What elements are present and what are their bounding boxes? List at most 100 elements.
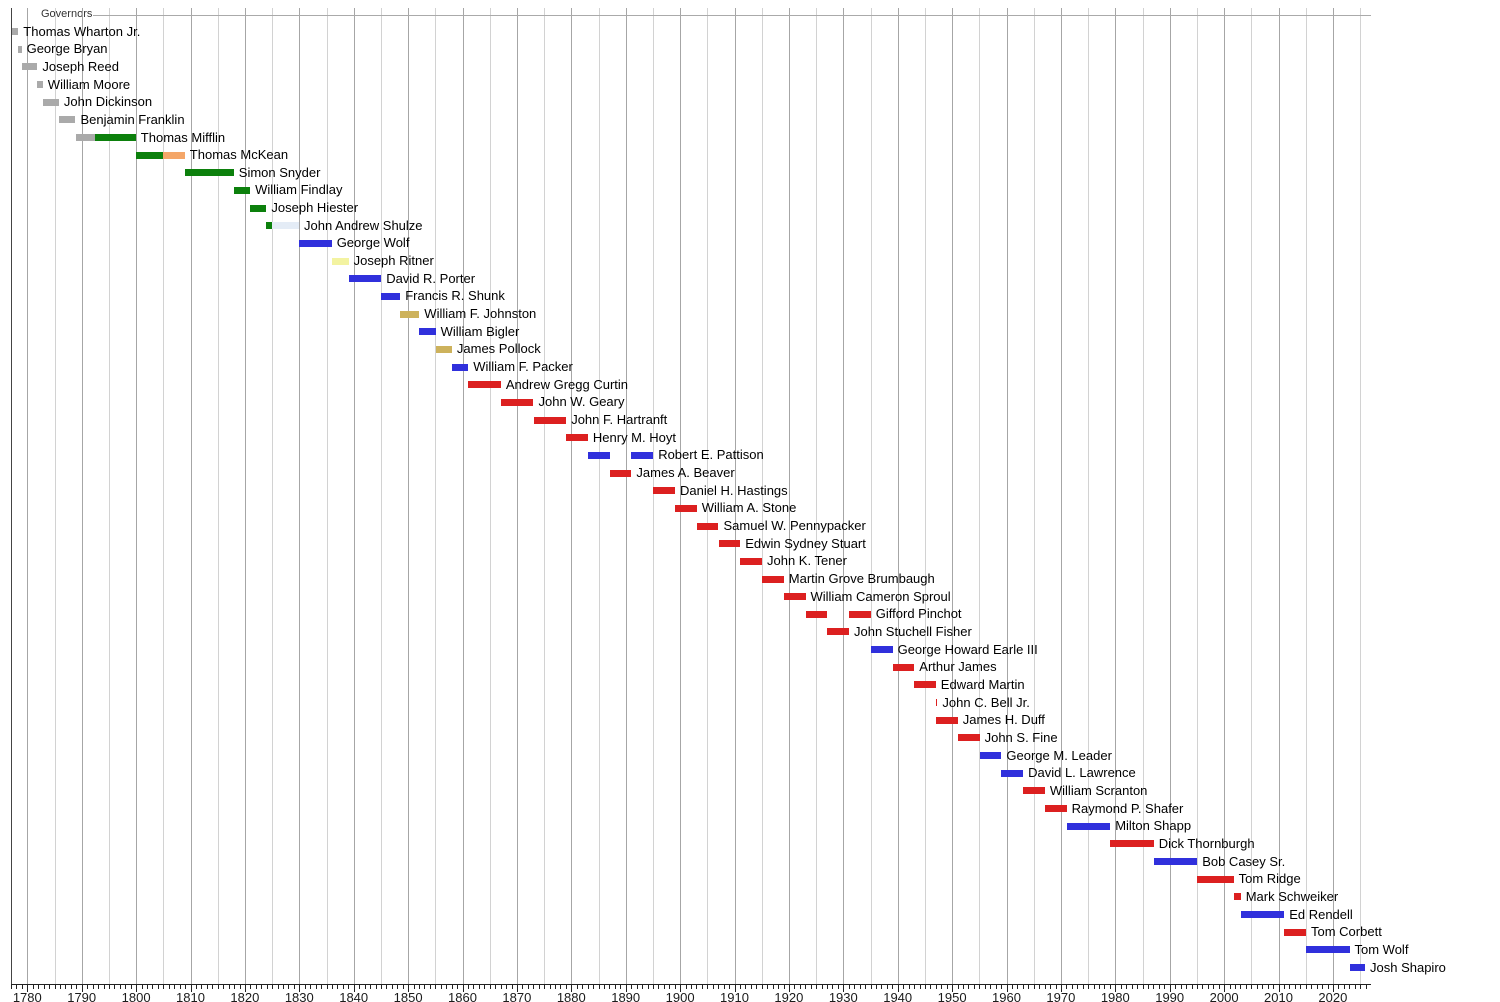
x-axis-minor-tick	[451, 985, 453, 989]
gridline-1810	[190, 8, 192, 984]
governor-term-bar	[419, 328, 436, 336]
x-axis-minor-tick	[315, 985, 317, 989]
x-axis-minor-tick	[631, 985, 633, 989]
gridline-1885	[598, 8, 600, 984]
gridline-1840	[353, 8, 355, 984]
governor-term-bar	[42, 98, 59, 106]
x-axis-minor-tick	[1365, 985, 1367, 989]
governor-term-bar	[631, 451, 654, 459]
gridline-1940	[897, 8, 899, 984]
gridline-1790	[81, 8, 83, 984]
x-axis-tick-label-1790: 1790	[67, 990, 97, 1002]
x-axis-minor-tick	[642, 985, 643, 989]
x-axis-tick-label-2010: 2010	[1264, 990, 1293, 1002]
x-axis-minor-tick	[1131, 985, 1133, 989]
governor-name-label: Samuel W. Pennypacker	[723, 518, 866, 533]
x-axis-minor-tick	[348, 985, 350, 989]
x-axis-tick-label-1900: 1900	[665, 990, 695, 1002]
x-axis-minor-tick	[370, 985, 371, 989]
gridline-1830	[299, 8, 301, 984]
gridline-1935	[870, 8, 872, 984]
x-axis-minor-tick	[1218, 985, 1220, 989]
gridline-1970	[1060, 8, 1062, 984]
x-axis-minor-tick	[701, 985, 703, 989]
x-axis-minor-tick	[1240, 985, 1242, 989]
x-axis-minor-tick	[1012, 985, 1013, 989]
x-axis-minor-tick	[560, 985, 562, 989]
x-axis-minor-tick	[234, 985, 235, 989]
governor-name-label: Joseph Ritner	[353, 253, 434, 269]
x-axis-minor-tick	[767, 985, 769, 989]
x-axis-minor-tick	[16, 985, 18, 989]
x-axis-minor-tick	[1300, 985, 1302, 989]
governor-term-bar	[37, 81, 43, 88]
x-axis-minor-tick	[1262, 985, 1264, 989]
x-axis-minor-tick	[1251, 985, 1253, 989]
governor-name-label: Robert E. Pattison	[658, 447, 764, 463]
x-axis-minor-tick	[1289, 985, 1291, 989]
x-axis-major-tick	[1224, 985, 1226, 992]
governor-term-bar	[566, 434, 588, 442]
x-axis-minor-tick	[1001, 985, 1003, 989]
x-axis-minor-tick	[832, 985, 834, 989]
x-axis-minor-tick	[1126, 985, 1128, 989]
governor-name-label: John W. Geary	[538, 394, 625, 410]
x-axis-minor-tick	[255, 985, 257, 989]
governor-name-label: Raymond P. Shafer	[1071, 800, 1184, 816]
x-axis-minor-tick	[609, 985, 611, 989]
gridline-1875	[544, 8, 546, 984]
gridline-1985	[1142, 8, 1144, 984]
governor-name-label: James A. Beaver	[636, 465, 735, 480]
x-axis-minor-tick	[103, 985, 105, 989]
gridline-2005	[1251, 8, 1253, 984]
x-axis-minor-tick	[669, 985, 671, 989]
x-axis-minor-tick	[1229, 985, 1231, 989]
x-axis-minor-tick	[1322, 985, 1323, 989]
x-axis-major-tick	[244, 985, 246, 992]
x-axis-minor-tick	[326, 985, 328, 989]
x-axis-minor-tick	[201, 985, 203, 989]
governor-term-bar	[331, 257, 349, 265]
governor-name-label: William F. Johnston	[424, 306, 537, 322]
x-axis-minor-tick	[375, 985, 377, 989]
x-axis-tick-label-1940: 1940	[883, 990, 913, 1002]
x-axis-minor-tick	[288, 985, 290, 989]
x-axis-tick-label-2000: 2000	[1209, 990, 1239, 1002]
governor-name-label: Tom Wolf	[1354, 941, 1409, 957]
x-axis-minor-tick	[565, 985, 567, 989]
x-axis-minor-tick	[293, 985, 295, 989]
governor-name-label: Andrew Gregg Curtin	[505, 376, 629, 392]
x-axis-minor-tick	[185, 985, 187, 989]
x-axis-minor-tick	[984, 985, 986, 989]
governor-name-label: Tom Corbett	[1311, 924, 1382, 940]
x-axis-major-tick	[571, 985, 573, 992]
x-axis-minor-tick	[391, 985, 393, 989]
x-axis-minor-tick	[484, 985, 486, 989]
governor-term-bar	[1023, 787, 1045, 795]
governor-term-bar	[587, 451, 610, 459]
gridline-1900	[680, 8, 682, 984]
governor-name-label: James H. Duff	[962, 712, 1045, 728]
governor-name-label: Daniel H. Hastings	[680, 482, 788, 498]
governor-term-bar	[400, 310, 420, 318]
governor-term-bar	[935, 699, 938, 707]
x-axis-minor-tick	[816, 985, 818, 989]
x-axis-minor-tick	[65, 985, 67, 989]
x-axis-minor-tick	[740, 985, 741, 989]
x-axis-minor-tick	[321, 985, 323, 989]
x-axis-minor-tick	[636, 985, 638, 989]
x-axis-minor-tick	[1311, 985, 1313, 989]
x-axis-minor-tick	[239, 985, 241, 989]
x-axis-minor-tick	[772, 985, 774, 989]
x-axis-tick-label-1780: 1780	[12, 990, 42, 1002]
x-axis-minor-tick	[1273, 985, 1275, 989]
x-axis-minor-tick	[756, 985, 758, 989]
gridline-2020	[1332, 8, 1334, 984]
governor-name-label: John C. Bell Jr.	[942, 694, 1030, 710]
x-axis-minor-tick	[98, 985, 99, 989]
x-axis-minor-tick	[130, 985, 132, 989]
x-axis-minor-tick	[114, 985, 116, 989]
x-axis-tick-label-1890: 1890	[611, 990, 641, 1002]
x-axis-minor-tick	[92, 985, 94, 989]
